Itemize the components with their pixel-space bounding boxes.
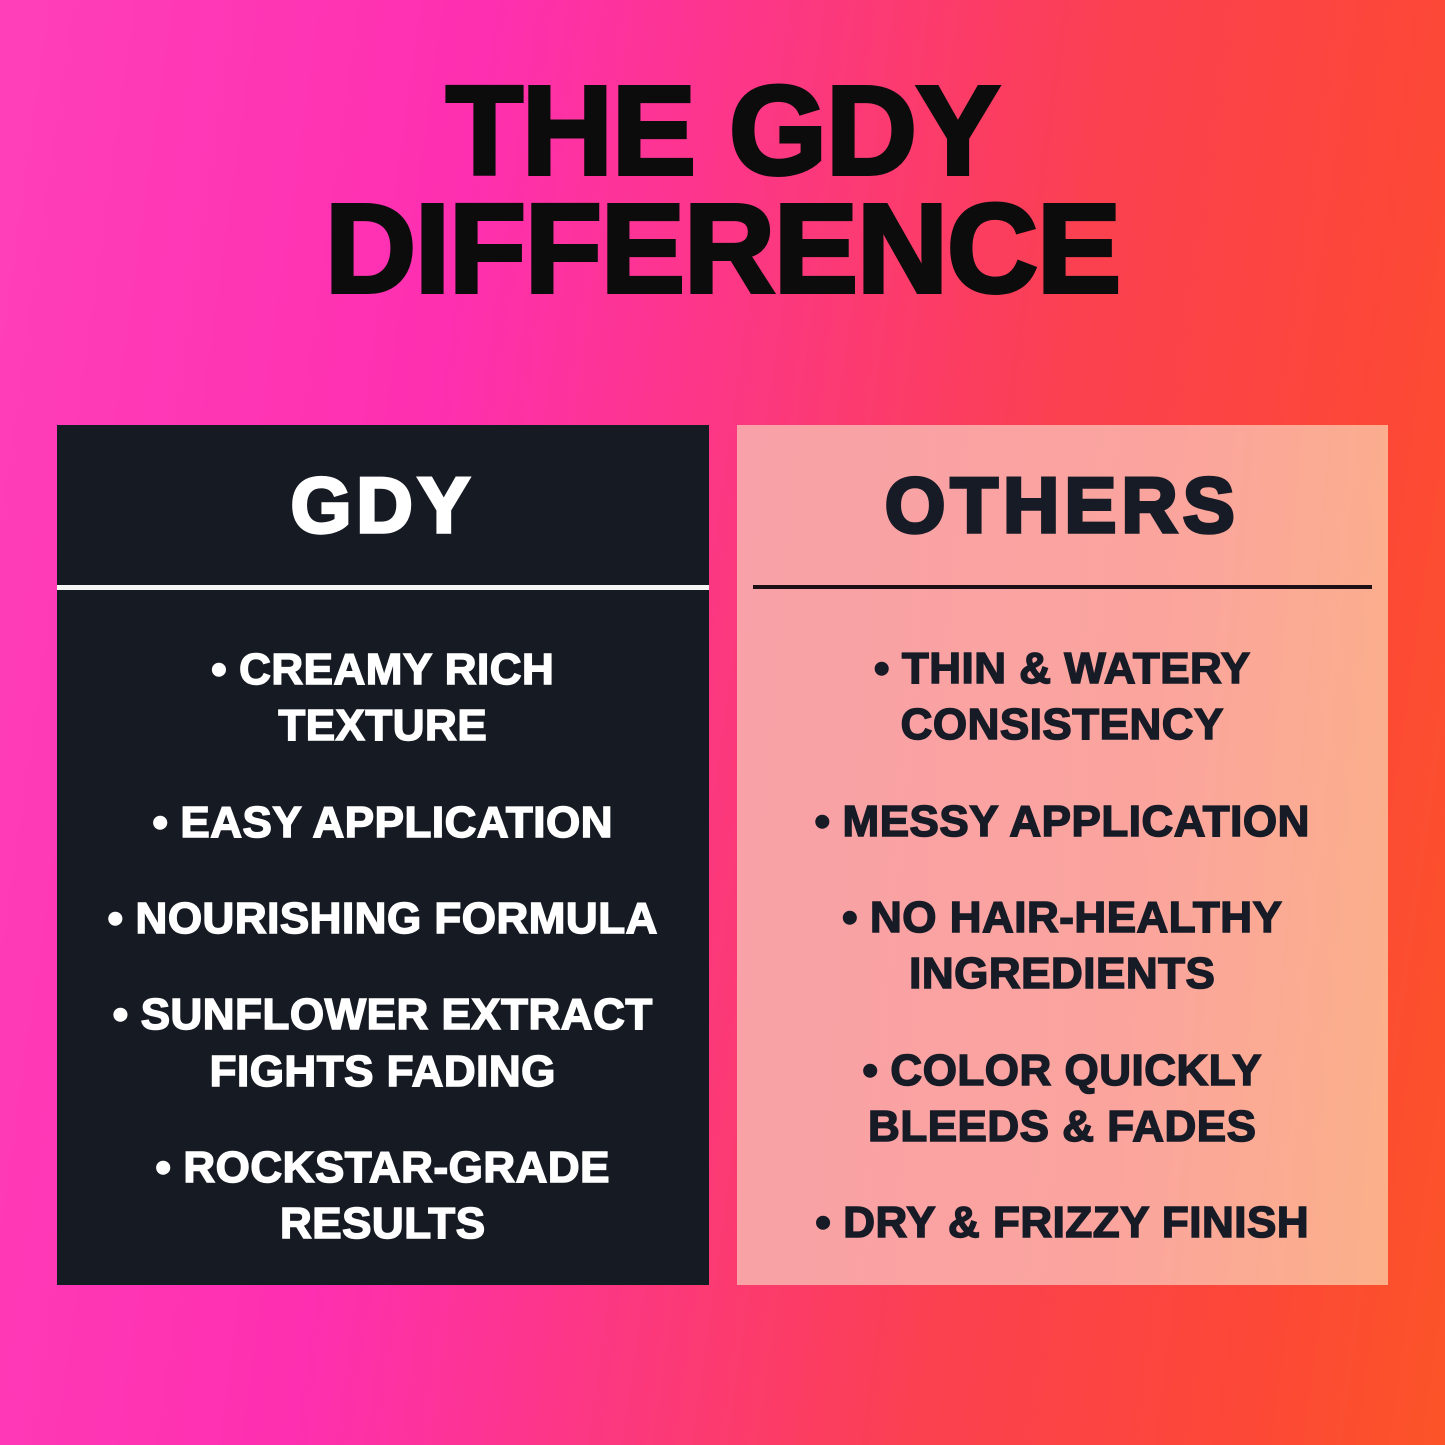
- list-item: • THIN & WATERY CONSISTENCY: [873, 641, 1251, 754]
- gdy-panel-header: GDY: [289, 459, 475, 551]
- bullet-icon: •: [210, 644, 228, 695]
- list-item-text: CREAMY RICH TEXTURE: [238, 644, 555, 751]
- list-item: • SUNFLOWER EXTRACT FIGHTS FADING: [112, 987, 653, 1100]
- others-panel: OTHERS • THIN & WATERY CONSISTENCY • MESSY …: [736, 425, 1389, 1285]
- list-item-text: ROCKSTAR-GRADE RESULTS: [183, 1142, 611, 1249]
- bullet-icon: •: [815, 1197, 832, 1248]
- list-item: • COLOR QUICKLY BLEEDS & FADES: [862, 1043, 1262, 1156]
- list-item-text: MESSY APPLICATION: [842, 796, 1310, 847]
- others-panel-header: OTHERS: [883, 459, 1240, 551]
- gdy-panel-divider: [57, 585, 709, 590]
- bullet-icon: •: [152, 797, 169, 848]
- comparison-section: GDY • CREAMY RICH TEXTURE • EASY APPLICATIO…: [57, 425, 1388, 1285]
- gdy-panel: GDY • CREAMY RICH TEXTURE • EASY APPLICATIO…: [57, 425, 709, 1285]
- bullet-icon: •: [112, 990, 129, 1041]
- list-item: • NO HAIR-HEALTHY INGREDIENTS: [841, 890, 1283, 1003]
- list-item: • NOURISHING FORMULA: [107, 891, 658, 947]
- list-item-text: THIN & WATERY CONSISTENCY: [900, 643, 1251, 750]
- list-item-text: DRY & FRIZZY FINISH: [843, 1197, 1310, 1248]
- others-panel-divider: [752, 585, 1372, 589]
- title-line-2: DIFFERENCE: [323, 178, 1123, 320]
- list-item-text: SUNFLOWER EXTRACT FIGHTS FADING: [140, 989, 653, 1096]
- list-item: • DRY & FRIZZY FINISH: [815, 1195, 1310, 1251]
- list-item-text: NO HAIR-HEALTHY INGREDIENTS: [869, 892, 1283, 999]
- others-feature-list: • THIN & WATERY CONSISTENCY • MESSY APPLICA…: [737, 589, 1389, 1252]
- bullet-icon: •: [155, 1142, 172, 1193]
- gdy-feature-list: • CREAMY RICH TEXTURE • EASY APPLICATION • NO…: [57, 590, 709, 1253]
- bullet-icon: •: [107, 893, 124, 944]
- bullet-icon: •: [862, 1045, 879, 1096]
- bullet-icon: •: [841, 892, 858, 943]
- list-item: • MESSY APPLICATION: [814, 794, 1310, 850]
- page-title: THE GDY DIFFERENCE: [0, 0, 1445, 320]
- title-line-1: THE GDY: [444, 60, 1002, 201]
- list-item: • EASY APPLICATION: [152, 795, 614, 851]
- list-item: • CREAMY RICH TEXTURE: [210, 642, 555, 755]
- bullet-icon: •: [814, 796, 831, 847]
- list-item: • ROCKSTAR-GRADE RESULTS: [155, 1140, 611, 1253]
- list-item-text: EASY APPLICATION: [180, 797, 614, 848]
- bullet-icon: •: [873, 643, 890, 694]
- list-item-text: COLOR QUICKLY BLEEDS & FADES: [867, 1045, 1262, 1152]
- list-item-text: NOURISHING FORMULA: [135, 893, 658, 944]
